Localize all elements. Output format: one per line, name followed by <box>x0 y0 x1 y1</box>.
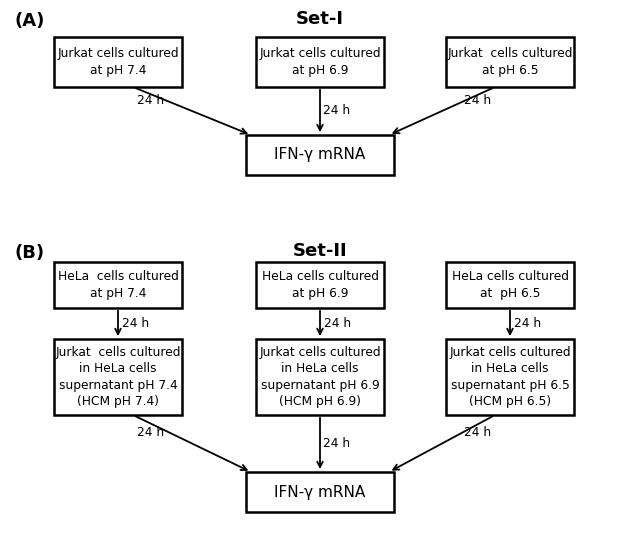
Text: Set-I: Set-I <box>296 10 344 28</box>
Text: HeLa  cells cultured
at pH 7.4: HeLa cells cultured at pH 7.4 <box>58 270 179 300</box>
Text: Jurkat cells cultured
in HeLa cells
supernatant pH 6.5
(HCM pH 6.5): Jurkat cells cultured in HeLa cells supe… <box>449 346 571 408</box>
Text: 24 h: 24 h <box>324 317 351 330</box>
Text: Jurkat  cells cultured
at pH 6.5: Jurkat cells cultured at pH 6.5 <box>447 47 573 77</box>
FancyBboxPatch shape <box>256 262 384 308</box>
FancyBboxPatch shape <box>446 37 574 87</box>
Text: 24 h: 24 h <box>122 317 149 330</box>
FancyBboxPatch shape <box>256 339 384 415</box>
Text: 24 h: 24 h <box>323 105 350 118</box>
FancyBboxPatch shape <box>54 262 182 308</box>
Text: (A): (A) <box>14 12 44 30</box>
FancyBboxPatch shape <box>446 339 574 415</box>
FancyBboxPatch shape <box>446 262 574 308</box>
FancyBboxPatch shape <box>246 472 394 512</box>
Text: Jurkat cells cultured
in HeLa cells
supernatant pH 6.9
(HCM pH 6.9): Jurkat cells cultured in HeLa cells supe… <box>259 346 381 408</box>
FancyBboxPatch shape <box>54 339 182 415</box>
Text: Jurkat  cells cultured
in HeLa cells
supernatant pH 7.4
(HCM pH 7.4): Jurkat cells cultured in HeLa cells supe… <box>55 346 180 408</box>
Text: Jurkat cells cultured
at pH 7.4: Jurkat cells cultured at pH 7.4 <box>57 47 179 77</box>
Text: Set-II: Set-II <box>292 242 348 260</box>
Text: 24 h: 24 h <box>323 437 350 450</box>
FancyBboxPatch shape <box>54 37 182 87</box>
Text: IFN-γ mRNA: IFN-γ mRNA <box>275 484 365 500</box>
FancyBboxPatch shape <box>246 135 394 175</box>
Text: IFN-γ mRNA: IFN-γ mRNA <box>275 147 365 163</box>
Text: 24 h: 24 h <box>464 94 491 107</box>
Text: Jurkat cells cultured
at pH 6.9: Jurkat cells cultured at pH 6.9 <box>259 47 381 77</box>
Text: (B): (B) <box>14 244 44 262</box>
Text: 24 h: 24 h <box>514 317 541 330</box>
FancyBboxPatch shape <box>256 37 384 87</box>
Text: 24 h: 24 h <box>137 427 164 440</box>
Text: 24 h: 24 h <box>464 427 491 440</box>
Text: 24 h: 24 h <box>137 94 164 107</box>
Text: HeLa cells cultured
at pH 6.9: HeLa cells cultured at pH 6.9 <box>262 270 378 300</box>
Text: HeLa cells cultured
at  pH 6.5: HeLa cells cultured at pH 6.5 <box>451 270 568 300</box>
